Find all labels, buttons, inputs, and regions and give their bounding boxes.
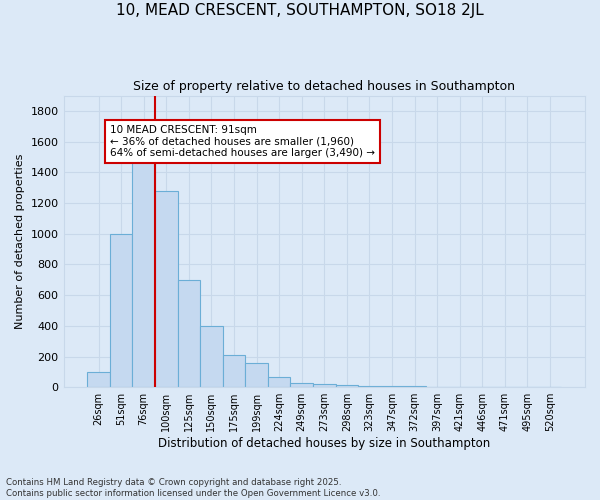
Bar bbox=[223, 355, 245, 387]
Bar bbox=[381, 386, 403, 387]
Bar bbox=[110, 234, 133, 387]
Bar bbox=[313, 384, 335, 387]
Bar bbox=[403, 386, 426, 387]
Bar bbox=[200, 326, 223, 387]
Bar bbox=[87, 372, 110, 387]
Bar bbox=[268, 377, 290, 387]
Text: Contains HM Land Registry data © Crown copyright and database right 2025.
Contai: Contains HM Land Registry data © Crown c… bbox=[6, 478, 380, 498]
Bar bbox=[335, 385, 358, 387]
Y-axis label: Number of detached properties: Number of detached properties bbox=[15, 154, 25, 329]
Bar bbox=[358, 386, 381, 387]
Bar bbox=[178, 280, 200, 387]
Title: Size of property relative to detached houses in Southampton: Size of property relative to detached ho… bbox=[133, 80, 515, 93]
Text: 10, MEAD CRESCENT, SOUTHAMPTON, SO18 2JL: 10, MEAD CRESCENT, SOUTHAMPTON, SO18 2JL bbox=[116, 2, 484, 18]
Bar bbox=[245, 362, 268, 387]
Bar bbox=[155, 190, 178, 387]
Text: 10 MEAD CRESCENT: 91sqm
← 36% of detached houses are smaller (1,960)
64% of semi: 10 MEAD CRESCENT: 91sqm ← 36% of detache… bbox=[110, 124, 375, 158]
Bar bbox=[133, 157, 155, 387]
X-axis label: Distribution of detached houses by size in Southampton: Distribution of detached houses by size … bbox=[158, 437, 490, 450]
Bar bbox=[290, 382, 313, 387]
